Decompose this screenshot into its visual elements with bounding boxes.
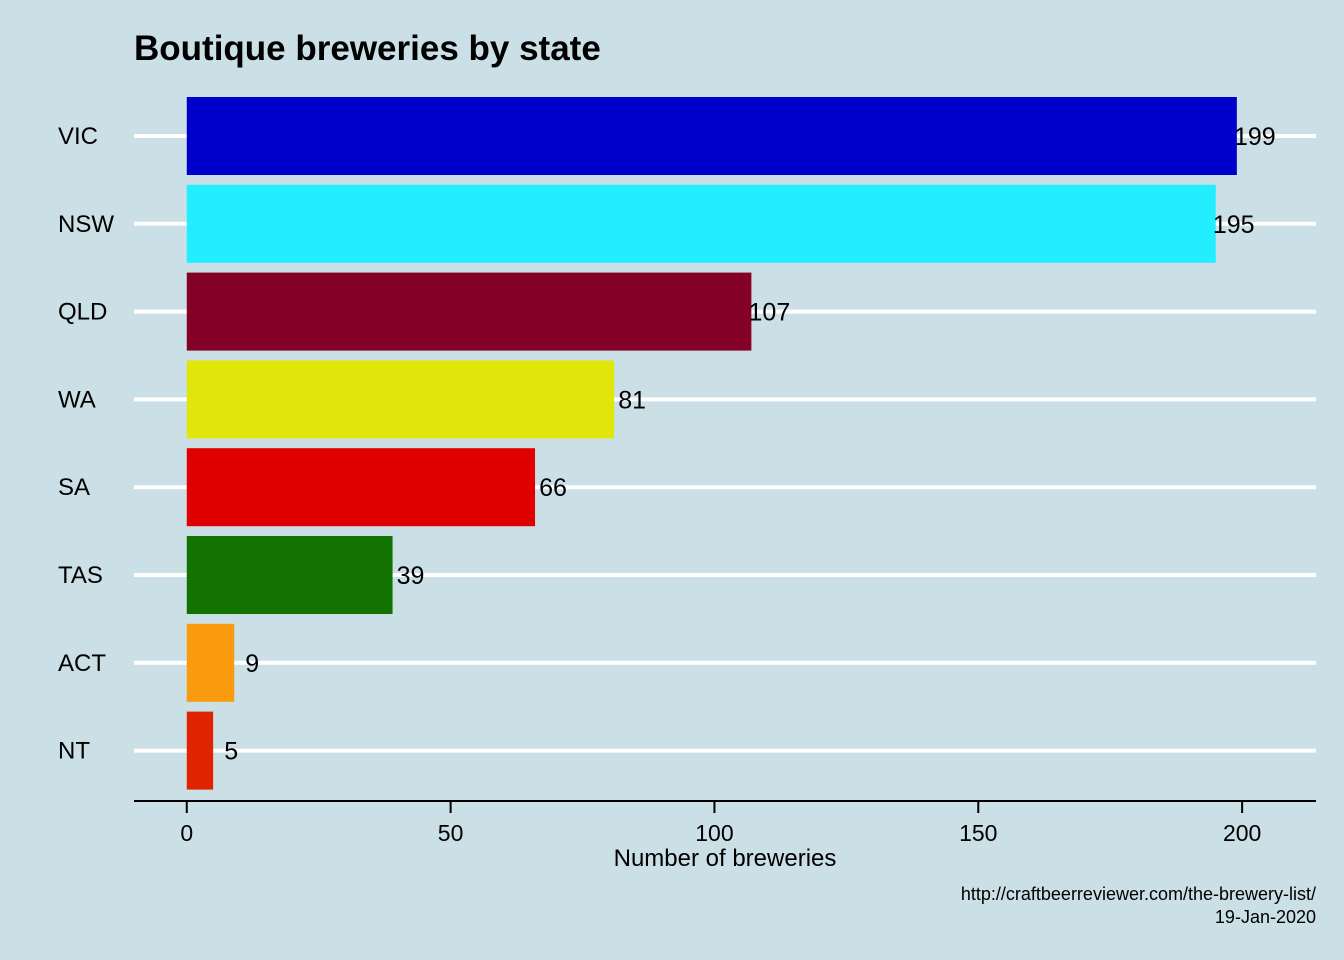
category-label-nt: NT [58, 738, 90, 765]
value-label-vic: 199 [1234, 123, 1276, 151]
bar-tas [186, 536, 393, 614]
bar-qld [186, 272, 752, 351]
category-label-wa: WA [58, 386, 96, 413]
chart-title: Boutique breweries by state [134, 29, 601, 68]
x-tick-label-100: 100 [695, 820, 733, 846]
category-label-act: ACT [58, 650, 106, 677]
category-label-tas: TAS [58, 562, 103, 589]
category-label-sa: SA [58, 474, 90, 501]
x-axis-title: Number of breweries [614, 845, 837, 872]
bar-wa [186, 360, 615, 439]
caption-date: 19-Jan-2020 [1215, 907, 1316, 927]
bar-act [186, 623, 235, 702]
value-labels: 199 195 107 81 66 39 9 5 [224, 123, 1276, 766]
value-label-sa: 66 [539, 474, 567, 502]
category-label-qld: QLD [58, 299, 107, 326]
value-label-nt: 5 [224, 738, 238, 766]
bar-sa [186, 448, 536, 527]
value-label-nsw: 195 [1213, 211, 1255, 239]
x-tick-label-200: 200 [1223, 820, 1261, 846]
category-label-vic: VIC [58, 123, 98, 150]
value-label-act: 9 [245, 650, 259, 678]
bars [186, 97, 1237, 790]
x-axis: 0 50 100 150 200 [134, 800, 1316, 846]
value-label-qld: 107 [749, 299, 791, 327]
bar-vic [186, 97, 1237, 175]
category-labels: VIC NSW QLD WA SA TAS ACT NT [58, 123, 114, 765]
category-label-nsw: NSW [58, 211, 114, 238]
bar-nsw [186, 184, 1216, 263]
x-tick-label-150: 150 [959, 820, 997, 846]
value-label-wa: 81 [618, 386, 646, 414]
x-tick-label-50: 50 [438, 820, 464, 846]
bar-nt [186, 711, 214, 790]
value-label-tas: 39 [397, 562, 425, 590]
caption-source: http://craftbeerreviewer.com/the-brewery… [961, 884, 1316, 904]
x-tick-label-0: 0 [180, 820, 193, 846]
